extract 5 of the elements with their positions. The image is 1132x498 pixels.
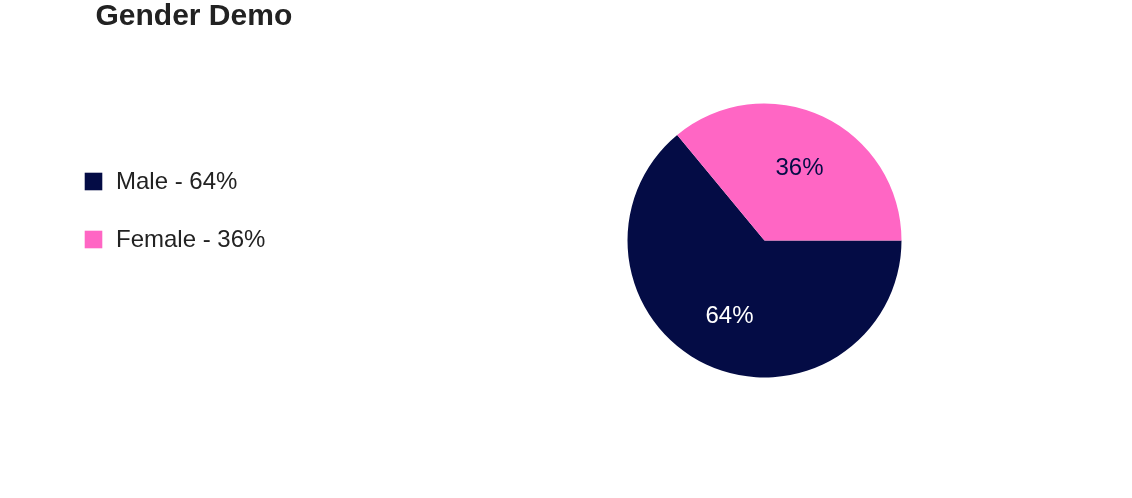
data-label: 64% <box>705 301 754 329</box>
legend-label: Female - 36% <box>116 225 266 253</box>
legend-label: Male - 64% <box>116 167 238 195</box>
chart-title: Gender Demo <box>95 0 293 31</box>
data-label: 36% <box>775 152 824 180</box>
